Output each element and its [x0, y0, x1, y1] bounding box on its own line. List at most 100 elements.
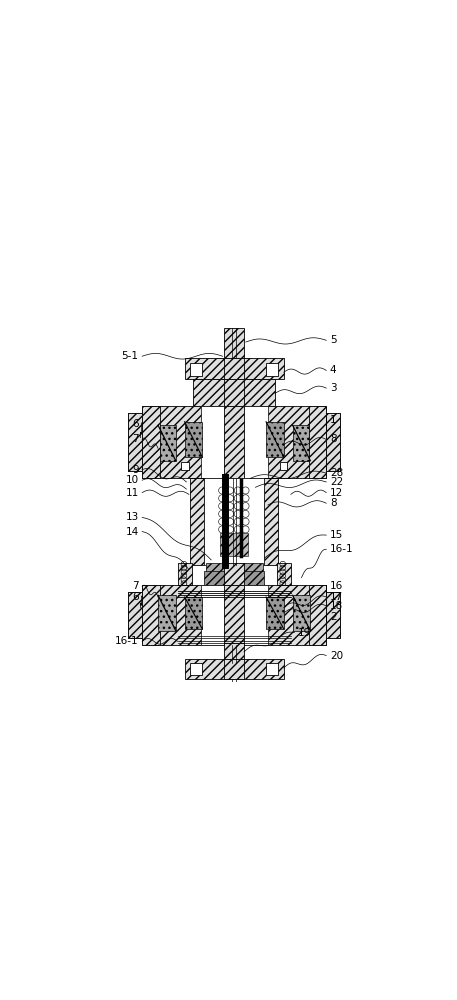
Circle shape: [218, 503, 226, 510]
Text: 14: 14: [125, 527, 138, 537]
Bar: [185, 597, 202, 629]
Bar: [190, 363, 202, 376]
Bar: [185, 659, 284, 679]
Bar: [218, 358, 251, 363]
Circle shape: [234, 518, 241, 525]
Text: 16: 16: [330, 581, 343, 591]
Bar: [142, 585, 160, 645]
Text: 12: 12: [330, 488, 343, 498]
Bar: [224, 563, 244, 586]
Text: 4: 4: [330, 365, 336, 375]
Text: 8: 8: [330, 434, 336, 444]
Text: 2: 2: [330, 612, 336, 622]
Bar: [158, 425, 176, 461]
Bar: [308, 585, 326, 645]
Bar: [292, 595, 310, 631]
Text: 16-1: 16-1: [330, 544, 353, 554]
Circle shape: [234, 526, 241, 533]
Text: 19: 19: [298, 628, 311, 638]
Bar: [128, 592, 142, 638]
Bar: [128, 592, 142, 638]
Circle shape: [242, 495, 249, 502]
Circle shape: [218, 518, 226, 525]
Bar: [201, 406, 268, 478]
Circle shape: [234, 503, 241, 510]
Circle shape: [242, 518, 249, 525]
Bar: [224, 358, 244, 379]
Bar: [142, 406, 326, 478]
Bar: [185, 422, 202, 457]
Bar: [158, 595, 176, 631]
Circle shape: [234, 510, 241, 517]
Bar: [292, 425, 310, 461]
Bar: [190, 478, 204, 565]
Text: 18: 18: [330, 601, 343, 611]
Bar: [224, 328, 244, 358]
Bar: [224, 406, 244, 478]
Bar: [193, 379, 275, 406]
Bar: [277, 563, 291, 586]
Bar: [266, 663, 278, 675]
Bar: [220, 533, 249, 556]
Circle shape: [234, 495, 241, 502]
Circle shape: [218, 487, 226, 494]
Text: 22: 22: [330, 477, 343, 487]
Text: 7: 7: [132, 581, 138, 591]
Text: 5: 5: [330, 335, 336, 345]
Circle shape: [218, 495, 226, 502]
Bar: [280, 462, 287, 470]
Bar: [142, 585, 326, 645]
Bar: [266, 422, 284, 457]
Text: 6: 6: [132, 419, 138, 429]
Circle shape: [226, 503, 234, 510]
Text: 20: 20: [330, 651, 343, 661]
Bar: [224, 585, 244, 645]
Bar: [185, 358, 284, 379]
Bar: [128, 413, 142, 471]
Text: 9: 9: [132, 465, 138, 475]
Text: 28: 28: [330, 468, 343, 478]
Bar: [178, 563, 192, 586]
Bar: [181, 462, 189, 470]
Bar: [326, 592, 340, 638]
Text: 13: 13: [125, 512, 138, 522]
Bar: [201, 585, 268, 645]
Text: 3: 3: [330, 383, 336, 393]
Bar: [264, 478, 278, 565]
Bar: [224, 379, 244, 406]
Bar: [204, 571, 229, 585]
Bar: [142, 406, 160, 478]
Bar: [266, 363, 278, 376]
Bar: [190, 663, 202, 675]
Circle shape: [226, 510, 234, 517]
Bar: [224, 643, 244, 663]
Circle shape: [234, 487, 241, 494]
Bar: [266, 597, 284, 629]
Text: 16-1: 16-1: [115, 636, 138, 646]
Circle shape: [218, 526, 226, 533]
Bar: [128, 413, 142, 471]
Circle shape: [242, 526, 249, 533]
Circle shape: [226, 518, 234, 525]
Bar: [206, 563, 229, 574]
Text: 6: 6: [132, 592, 138, 602]
Circle shape: [242, 510, 249, 517]
Circle shape: [242, 503, 249, 510]
Text: 15: 15: [330, 530, 343, 540]
Text: 11: 11: [125, 488, 138, 498]
Bar: [204, 478, 264, 565]
Circle shape: [226, 495, 234, 502]
Text: 17: 17: [330, 592, 343, 602]
Bar: [224, 659, 244, 679]
Bar: [239, 563, 262, 574]
Circle shape: [218, 510, 226, 517]
Circle shape: [242, 487, 249, 494]
Text: 8: 8: [330, 498, 336, 508]
Bar: [326, 592, 340, 638]
Text: 7: 7: [132, 434, 138, 444]
Bar: [308, 406, 326, 478]
Circle shape: [226, 487, 234, 494]
Text: 10: 10: [126, 475, 138, 485]
Circle shape: [226, 526, 234, 533]
Bar: [239, 571, 264, 585]
